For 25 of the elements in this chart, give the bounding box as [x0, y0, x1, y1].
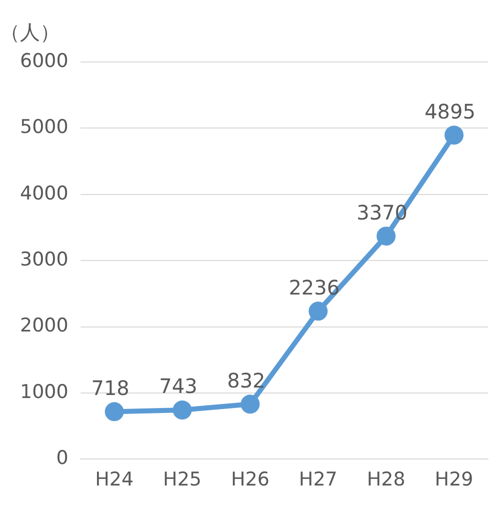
x-tick-label: H29: [434, 468, 474, 491]
x-tick-label: H27: [298, 468, 338, 491]
x-tick-label: H28: [366, 468, 406, 491]
point: [172, 400, 192, 420]
point: [376, 226, 396, 246]
data-label: 718: [91, 376, 130, 400]
data-label: 832: [227, 368, 266, 392]
y-tick-label: 3000: [20, 248, 68, 271]
data-label: 4895: [424, 99, 476, 124]
y-tick-label: 4000: [20, 182, 68, 204]
x-tick-label: H26: [230, 468, 270, 491]
x-tick-label: H24: [95, 468, 134, 491]
y-tick-label: 0: [56, 447, 68, 470]
data-label: 2236: [288, 275, 340, 300]
y-tick-label: 1000: [20, 380, 68, 403]
point: [104, 402, 124, 422]
y-axis-title: （人）: [0, 20, 60, 44]
y-tick-label: 6000: [20, 50, 68, 72]
point: [308, 302, 328, 321]
y-tick-label: 5000: [20, 116, 68, 138]
y-tick-label: 2000: [20, 314, 68, 337]
point: [240, 394, 260, 414]
data-label: 743: [159, 374, 198, 398]
point: [444, 126, 464, 145]
x-tick-label: H25: [163, 468, 202, 491]
